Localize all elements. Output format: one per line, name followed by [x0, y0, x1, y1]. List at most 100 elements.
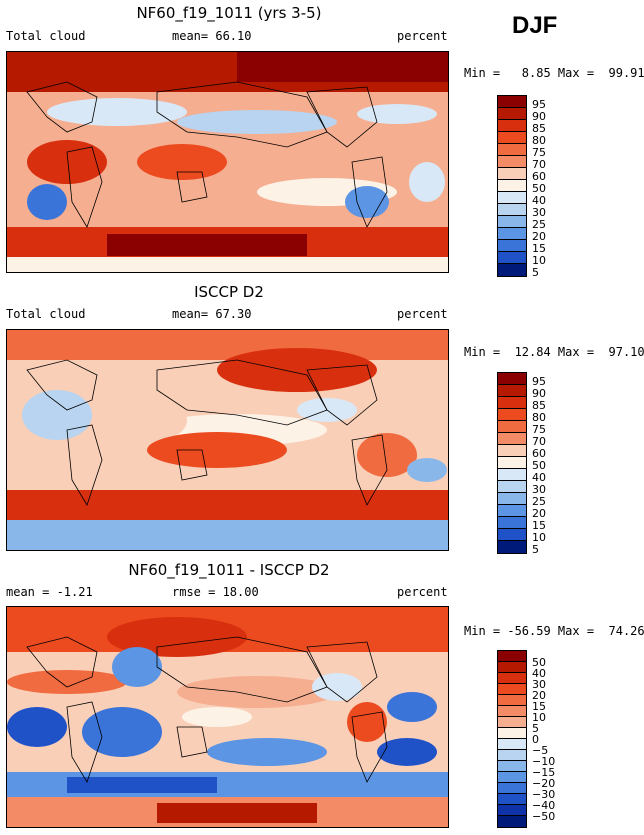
panel1-colorbar-swatch: [498, 156, 526, 168]
panel1-colorbar-swatch: [498, 264, 526, 276]
panel1-colorbar-swatch: [498, 132, 526, 144]
panel3-colorbar-label: 30: [532, 678, 546, 691]
panel1-colorbar-swatch: [498, 180, 526, 192]
panel2-unit-label: percent: [397, 307, 448, 321]
panel3-mean-label: mean = -1.21: [6, 585, 93, 599]
panel2-colorbar-label: 80: [532, 411, 546, 424]
panel3-colorbar-label: 20: [532, 689, 546, 702]
panel3-colorbar-swatch: [498, 761, 526, 772]
panel3-unit-label: percent: [397, 585, 448, 599]
panel3-colorbar-label: −5: [532, 744, 549, 757]
panel1-colorbar-label: 80: [532, 134, 546, 147]
panel1-unit-label: percent: [397, 29, 448, 43]
panel1-colorbar-swatch: [498, 108, 526, 120]
panel2-colorbar-label: 70: [532, 435, 546, 448]
panel2-colorbar-label: 10: [532, 531, 546, 544]
panel2-colorbar: [497, 372, 527, 554]
panel1-colorbar-label: 95: [532, 98, 546, 111]
panel1-colorbar-label: 75: [532, 146, 546, 159]
panel2-colorbar-label: 30: [532, 483, 546, 496]
panel1-colorbar-swatch: [498, 216, 526, 228]
panel3-colorbar-label: 5: [532, 722, 539, 735]
panel2-colorbar-swatch: [498, 469, 526, 481]
panel1-map: [6, 51, 449, 273]
panel2-colorbar-swatch: [498, 373, 526, 385]
panel2-colorbar-label: 75: [532, 423, 546, 436]
panel3-colorbar-swatch: [498, 706, 526, 717]
panel2-colorbar-label: 25: [532, 495, 546, 508]
panel3-colorbar-swatch: [498, 673, 526, 684]
panel2-colorbar-swatch: [498, 397, 526, 409]
panel3-colorbar-label: −20: [532, 777, 556, 790]
panel1-map-field: [7, 52, 448, 272]
panel1-mean-label: mean= 66.10: [172, 29, 252, 43]
panel1-colorbar-swatch: [498, 240, 526, 252]
panel1-colorbar-label: 70: [532, 158, 546, 171]
panel3-title: NF60_f19_1011 - ISCCP D2: [128, 561, 330, 579]
panel3-colorbar-swatch: [498, 684, 526, 695]
panel2-colorbar-swatch: [498, 541, 526, 553]
panel2-colorbar-label: 50: [532, 459, 546, 472]
panel1-colorbar-swatch: [498, 228, 526, 240]
panel2-colorbar-label: 15: [532, 519, 546, 532]
panel3-colorbar-swatch: [498, 783, 526, 794]
panel1-minmax: Min = 8.85 Max = 99.91: [464, 66, 644, 80]
panel2-minmax: Min = 12.84 Max = 97.10: [464, 345, 644, 359]
panel2-colorbar-swatch: [498, 433, 526, 445]
panel1-colorbar-label: 20: [532, 230, 546, 243]
season-label: DJF: [512, 12, 558, 39]
panel1-colorbar-label: 60: [532, 170, 546, 183]
panel1-colorbar-swatch: [498, 252, 526, 264]
panel1-colorbar-label: 90: [532, 110, 546, 123]
panel1-colorbar-swatch: [498, 204, 526, 216]
panel1-colorbar-swatch: [498, 96, 526, 108]
panel1-colorbar-label: 40: [532, 194, 546, 207]
panel1-colorbar-swatch: [498, 192, 526, 204]
panel1-colorbar-label: 5: [532, 266, 539, 279]
panel1-colorbar-swatch: [498, 144, 526, 156]
panel3-colorbar-swatch: [498, 805, 526, 816]
panel1-variable-label: Total cloud: [6, 29, 86, 43]
panel1-colorbar-label: 10: [532, 254, 546, 267]
panel2-colorbar-label: 5: [532, 543, 539, 556]
panel1-colorbar-label: 30: [532, 206, 546, 219]
panel2-colorbar-label: 20: [532, 507, 546, 520]
panel2-colorbar-label: 90: [532, 387, 546, 400]
panel2-colorbar-swatch: [498, 493, 526, 505]
panel3-colorbar-swatch: [498, 651, 526, 662]
panel2-colorbar-swatch: [498, 457, 526, 469]
panel3-colorbar-label: 0: [532, 733, 539, 746]
panel3-colorbar-swatch: [498, 816, 526, 827]
panel3-colorbar: [497, 650, 527, 828]
panel2-map-field: [7, 330, 448, 550]
panel3-colorbar-label: −50: [532, 810, 556, 823]
panel2-colorbar-swatch: [498, 517, 526, 529]
panel3-map: [6, 606, 449, 828]
panel3-colorbar-swatch: [498, 750, 526, 761]
panel2-colorbar-label: 85: [532, 399, 546, 412]
panel1-colorbar-label: 50: [532, 182, 546, 195]
panel3-colorbar-swatch: [498, 662, 526, 673]
panel2-colorbar-swatch: [498, 385, 526, 397]
panel1-colorbar-swatch: [498, 168, 526, 180]
panel3-colorbar-label: 50: [532, 656, 546, 669]
panel2-colorbar-swatch: [498, 409, 526, 421]
panel2-mean-label: mean= 67.30: [172, 307, 252, 321]
panel1-colorbar: [497, 95, 527, 277]
panel1-colorbar-swatch: [498, 120, 526, 132]
panel2-title: ISCCP D2: [194, 283, 264, 301]
panel3-colorbar-swatch: [498, 772, 526, 783]
panel3-colorbar-swatch: [498, 794, 526, 805]
panel2-colorbar-swatch: [498, 481, 526, 493]
panel1-title: NF60_f19_1011 (yrs 3-5): [136, 4, 322, 22]
panel3-colorbar-swatch: [498, 717, 526, 728]
panel2-colorbar-label: 40: [532, 471, 546, 484]
panel3-colorbar-label: −30: [532, 788, 556, 801]
panel3-colorbar-swatch: [498, 728, 526, 739]
panel2-colorbar-swatch: [498, 529, 526, 541]
panel3-colorbar-label: 10: [532, 711, 546, 724]
panel3-colorbar-label: 40: [532, 667, 546, 680]
panel2-variable-label: Total cloud: [6, 307, 86, 321]
panel1-colorbar-label: 85: [532, 122, 546, 135]
panel1-colorbar-label: 25: [532, 218, 546, 231]
